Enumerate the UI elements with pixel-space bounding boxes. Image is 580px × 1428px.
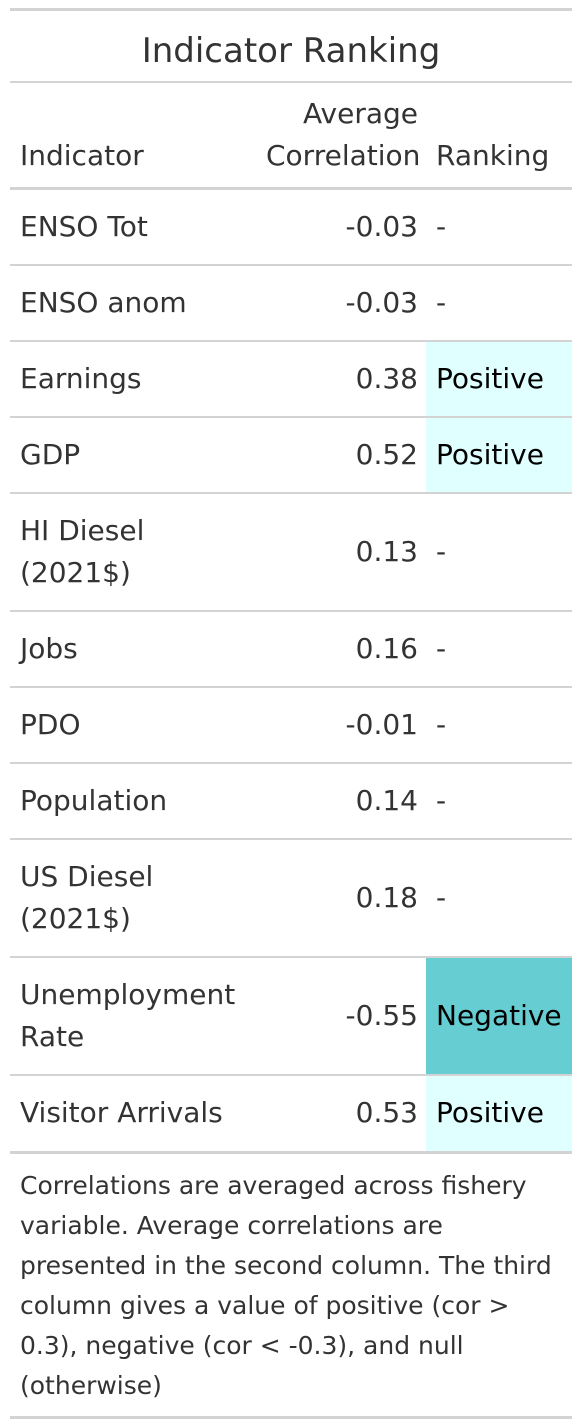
table-row: ENSO anom -0.03 -	[10, 263, 572, 341]
indicator-cell: ENSO anom	[10, 263, 256, 341]
header-average-correlation: Average Correlation	[256, 83, 426, 190]
header-correlation-line2: Correlation	[266, 139, 421, 172]
indicator-cell: Unemployment Rate	[10, 955, 256, 1075]
correlation-cell: -0.55	[256, 955, 426, 1075]
table-footnote: Correlations are averaged across fishery…	[10, 1150, 572, 1419]
ranking-cell-positive: Positive	[426, 339, 572, 417]
header-ranking: Ranking	[426, 83, 572, 190]
table-row: HI Diesel (2021$) 0.13 -	[10, 491, 572, 611]
table-row: Jobs 0.16 -	[10, 609, 572, 687]
table-row: Visitor Arrivals 0.53 Positive	[10, 1073, 572, 1151]
ranking-cell: -	[436, 209, 447, 243]
ranking-cell: -	[426, 491, 572, 611]
table-top-rule	[10, 8, 572, 11]
indicator-cell: Population	[10, 761, 256, 839]
correlation-cell: -0.03	[256, 263, 426, 341]
header-indicator: Indicator	[10, 83, 256, 190]
correlation-cell: 0.52	[256, 415, 426, 493]
indicator-cell: Visitor Arrivals	[10, 1073, 256, 1151]
indicator-cell: GDP	[10, 415, 256, 493]
indicator-ranking-table: Indicator Ranking Indicator Average Corre…	[10, 8, 572, 1419]
correlation-cell: 0.13	[256, 491, 426, 611]
ranking-cell: -	[426, 609, 572, 687]
indicator-cell: ENSO Tot	[20, 209, 148, 243]
header-correlation-line1: Average	[303, 97, 418, 130]
ranking-cell-positive: Positive	[426, 415, 572, 493]
correlation-cell: -0.03	[345, 209, 418, 243]
indicator-cell: HI Diesel (2021$)	[10, 491, 256, 611]
correlation-cell: 0.16	[256, 609, 426, 687]
table-row: ENSO Tot -0.03 -	[10, 189, 572, 265]
correlation-cell: -0.01	[256, 685, 426, 763]
indicator-cell: PDO	[10, 685, 256, 763]
table-title: Indicator Ranking	[10, 11, 572, 83]
table-row: US Diesel (2021$) 0.18 -	[10, 837, 572, 957]
header-row: Indicator Average Correlation Ranking	[10, 83, 572, 190]
table-row: Population 0.14 -	[10, 761, 572, 839]
ranking-grid: Indicator Average Correlation Ranking ENS…	[10, 83, 572, 1151]
ranking-cell-positive: Positive	[426, 1073, 572, 1151]
table-row: GDP 0.52 Positive	[10, 415, 572, 493]
correlation-cell: 0.53	[256, 1073, 426, 1151]
table-row: Unemployment Rate -0.55 Negative	[10, 955, 572, 1075]
ranking-cell: -	[426, 263, 572, 341]
ranking-cell: -	[426, 685, 572, 763]
indicator-cell: Jobs	[10, 609, 256, 687]
ranking-cell-negative: Negative	[426, 955, 572, 1075]
correlation-cell: 0.18	[256, 837, 426, 957]
correlation-cell: 0.14	[256, 761, 426, 839]
correlation-cell: 0.38	[256, 339, 426, 417]
indicator-cell: Earnings	[10, 339, 256, 417]
table-row: PDO -0.01 -	[10, 685, 572, 763]
ranking-cell: -	[426, 837, 572, 957]
table-row: Earnings 0.38 Positive	[10, 339, 572, 417]
indicator-cell: US Diesel (2021$)	[10, 837, 256, 957]
ranking-cell: -	[426, 761, 572, 839]
